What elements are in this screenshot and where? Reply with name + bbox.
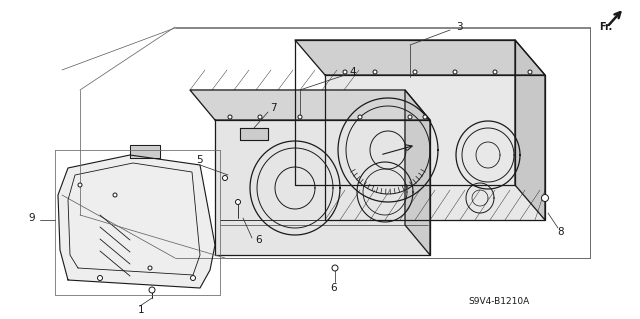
Circle shape bbox=[97, 276, 102, 280]
Circle shape bbox=[541, 195, 548, 202]
Text: Fr.: Fr. bbox=[599, 22, 612, 32]
Circle shape bbox=[228, 115, 232, 119]
Polygon shape bbox=[325, 75, 545, 220]
Circle shape bbox=[408, 115, 412, 119]
Text: S9V4-B1210A: S9V4-B1210A bbox=[468, 298, 529, 307]
Circle shape bbox=[149, 287, 155, 293]
Circle shape bbox=[113, 193, 117, 197]
Circle shape bbox=[453, 70, 457, 74]
Circle shape bbox=[423, 115, 427, 119]
Circle shape bbox=[78, 183, 82, 187]
Circle shape bbox=[223, 175, 227, 181]
Text: 9: 9 bbox=[28, 213, 35, 223]
Circle shape bbox=[258, 115, 262, 119]
Text: 6: 6 bbox=[255, 235, 262, 245]
Polygon shape bbox=[515, 40, 545, 220]
Circle shape bbox=[148, 266, 152, 270]
Text: 7: 7 bbox=[270, 103, 276, 113]
Polygon shape bbox=[130, 145, 160, 158]
Circle shape bbox=[298, 115, 302, 119]
Circle shape bbox=[343, 70, 347, 74]
Circle shape bbox=[191, 276, 195, 280]
Polygon shape bbox=[190, 90, 430, 120]
Text: 6: 6 bbox=[330, 283, 337, 293]
Polygon shape bbox=[295, 40, 545, 75]
Circle shape bbox=[493, 70, 497, 74]
Circle shape bbox=[332, 265, 338, 271]
Polygon shape bbox=[405, 90, 430, 255]
Text: 4: 4 bbox=[349, 67, 356, 77]
Text: 8: 8 bbox=[557, 227, 564, 237]
Circle shape bbox=[236, 199, 241, 204]
Circle shape bbox=[358, 115, 362, 119]
Circle shape bbox=[373, 70, 377, 74]
Circle shape bbox=[528, 70, 532, 74]
Circle shape bbox=[413, 70, 417, 74]
Text: 5: 5 bbox=[196, 155, 203, 165]
Text: 3: 3 bbox=[456, 22, 463, 32]
Text: 1: 1 bbox=[138, 305, 145, 315]
Polygon shape bbox=[240, 128, 268, 140]
Polygon shape bbox=[215, 120, 430, 255]
Polygon shape bbox=[58, 155, 215, 288]
